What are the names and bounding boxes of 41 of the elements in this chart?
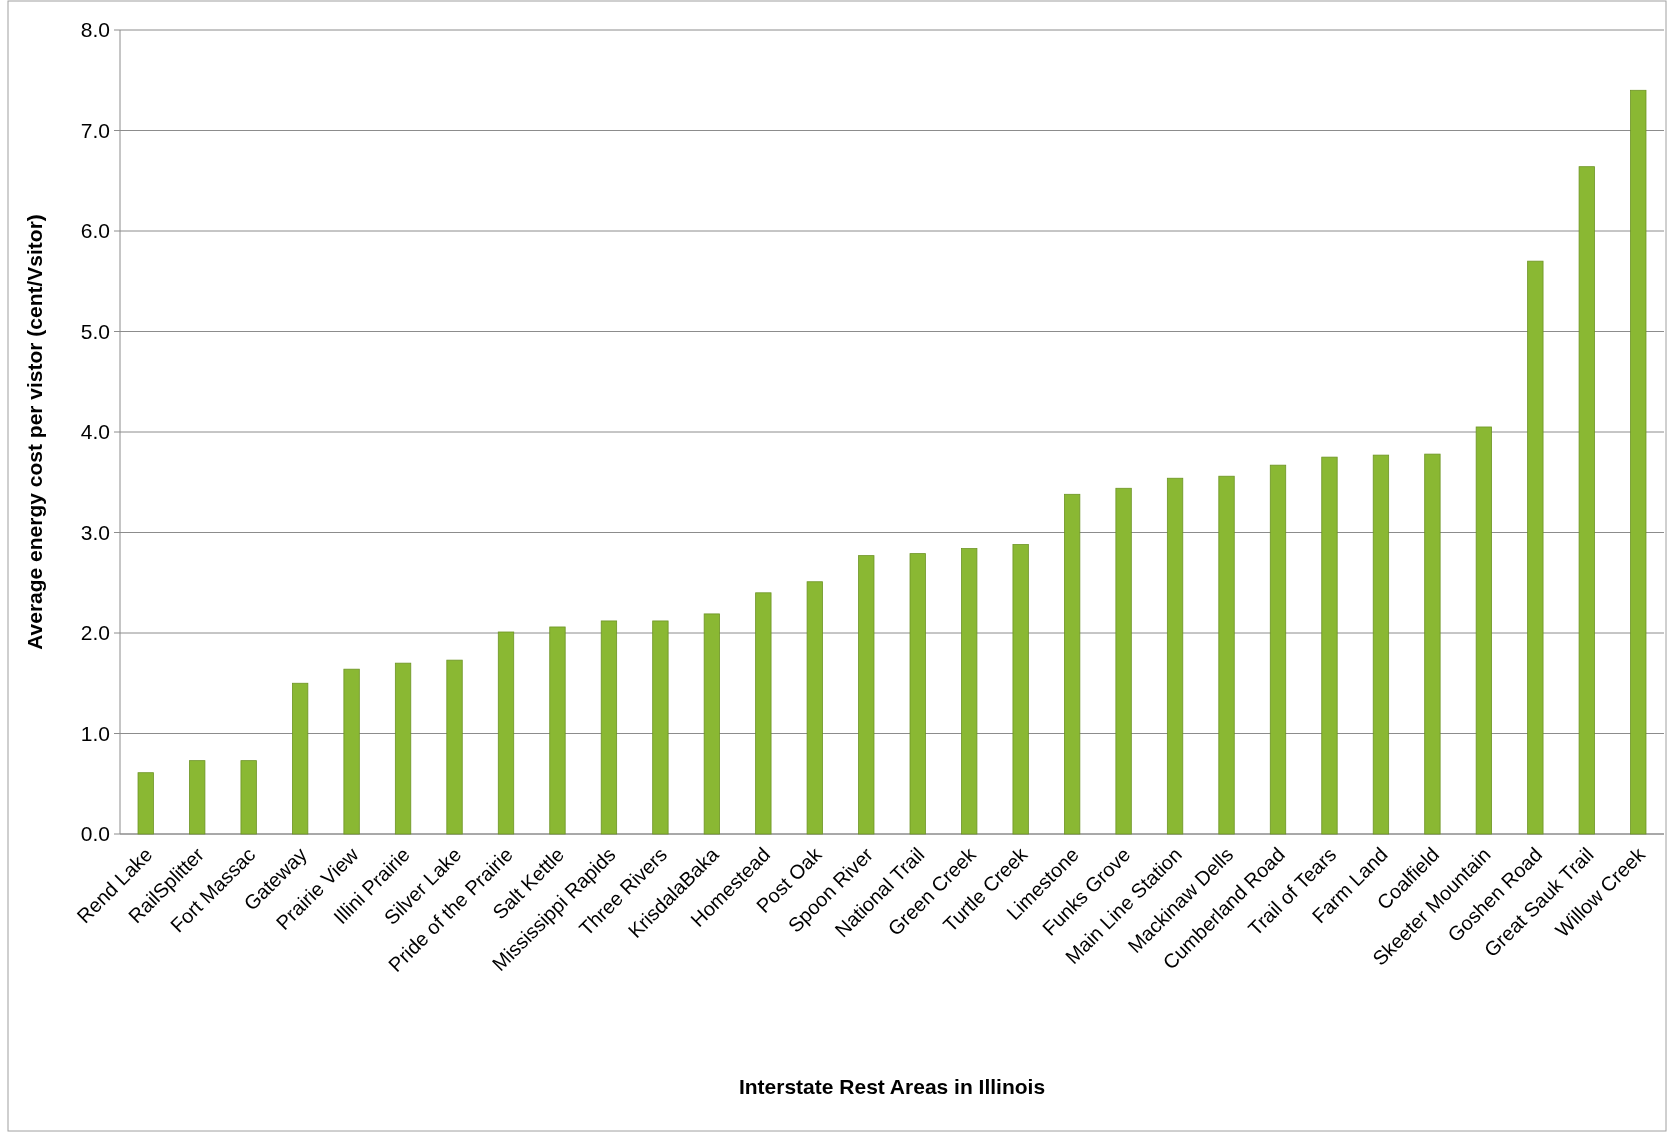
bar (1578, 166, 1595, 835)
bar (1064, 493, 1081, 835)
bar (1012, 544, 1029, 835)
y-tick-label: 4.0 (80, 420, 110, 444)
bar (1475, 426, 1492, 835)
bar (909, 553, 926, 835)
y-axis-title: Average energy cost per vistor (cent/Vsitor) (23, 214, 46, 650)
y-tick-label: 8.0 (80, 18, 110, 42)
bar (1115, 487, 1132, 835)
bar (240, 760, 257, 835)
bar (549, 626, 566, 835)
y-tick-label: 2.0 (80, 621, 110, 645)
bar (292, 682, 309, 835)
bar (1269, 464, 1287, 835)
bar (755, 592, 772, 835)
bar (961, 548, 978, 835)
y-tick-label: 0.0 (80, 822, 110, 846)
bar (1372, 454, 1390, 835)
bar (1527, 260, 1544, 835)
bar (1166, 477, 1184, 835)
bar (497, 631, 515, 835)
bar (394, 662, 412, 835)
bar (600, 620, 618, 835)
y-tick-label: 7.0 (80, 118, 110, 142)
bar (189, 760, 206, 835)
x-axis-title: Interstate Rest Areas in Illinois (738, 1075, 1046, 1098)
bar (652, 620, 669, 835)
bar (1218, 475, 1235, 835)
bar (137, 772, 154, 835)
bar (446, 659, 463, 835)
y-tick-label: 1.0 (80, 721, 110, 745)
bar (703, 613, 720, 835)
bar (806, 581, 823, 835)
y-tick-label: 5.0 (80, 319, 110, 343)
y-tick-label: 6.0 (80, 219, 110, 243)
bar (858, 555, 875, 835)
bar (1630, 89, 1647, 835)
bar (1321, 456, 1338, 835)
bar (343, 668, 360, 835)
bar (1424, 453, 1441, 835)
y-tick-label: 3.0 (80, 520, 110, 544)
